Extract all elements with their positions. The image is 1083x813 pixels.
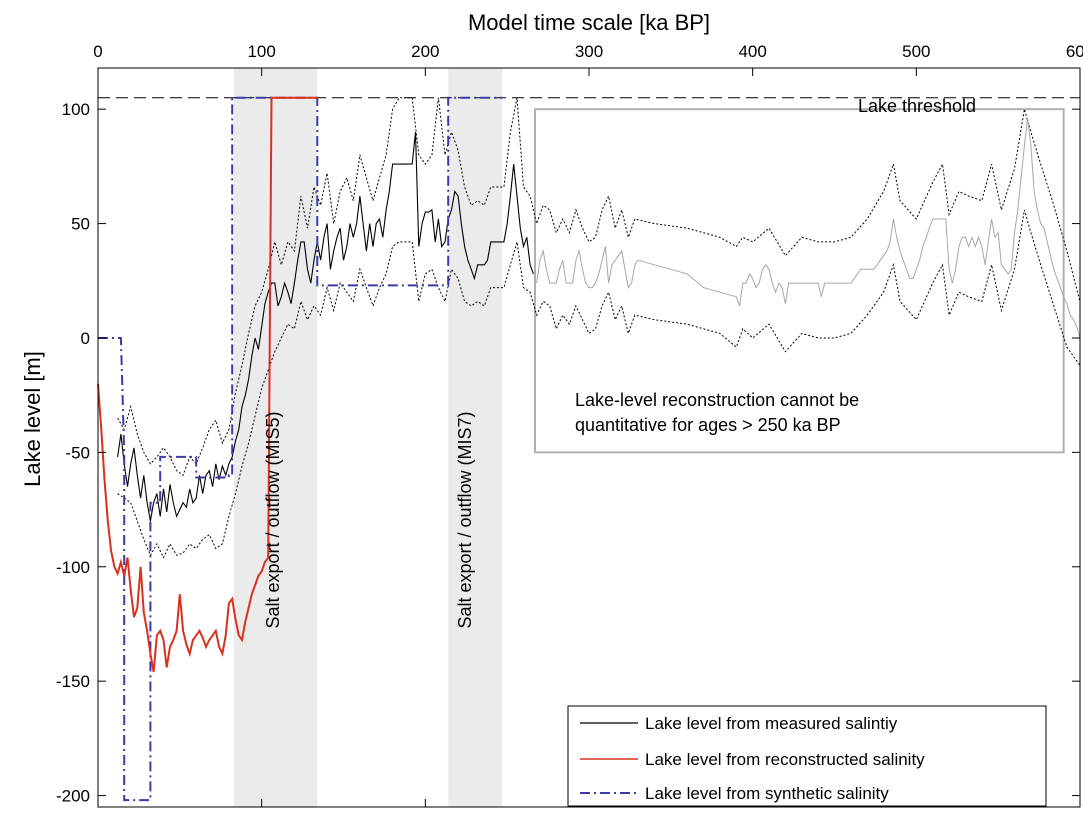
legend-label-synthetic: Lake level from synthetic salinity [645, 784, 889, 803]
y-axis-title: Lake level [m] [20, 351, 45, 487]
y-tick-label-50: 50 [71, 215, 90, 234]
shade-label-mis7: Salt export / outflow (MIS7) [455, 411, 475, 628]
envelope-layer [117, 97, 1081, 559]
y-tick-label--50: -50 [65, 443, 90, 462]
x-tick-label-600: 600 [1066, 42, 1083, 61]
shade-label-mis5: Salt export / outflow (MIS5) [263, 411, 283, 628]
legend-frame [567, 705, 1047, 807]
y-tick-label--200: -200 [56, 787, 90, 806]
annotation-layer: Model time scale [ka BP] Lake level [m] … [20, 10, 976, 629]
x-tick-label-0: 0 [93, 42, 102, 61]
x-axis-title: Model time scale [ka BP] [468, 10, 710, 35]
series-measured [117, 132, 534, 522]
note-box [533, 108, 1065, 454]
y-tick-label-0: 0 [81, 329, 90, 348]
note-line-1: Lake-level reconstruction cannot be [575, 390, 859, 410]
legend-label-reconstructed: Lake level from reconstructed salinity [645, 750, 925, 769]
x-tick-label-400: 400 [738, 42, 766, 61]
x-tick-label-300: 300 [575, 42, 603, 61]
y-tick-label--100: -100 [56, 558, 90, 577]
series-layer [97, 96, 1081, 802]
shaded-regions [233, 68, 503, 807]
series-measured-faded [536, 118, 1081, 339]
series-reconstructed [97, 96, 318, 673]
legend: Lake level from measured salintiy Lake l… [567, 705, 1047, 807]
legend-label-measured: Lake level from measured salintiy [645, 714, 898, 733]
note-box-layer [533, 108, 1065, 454]
x-tick-label-500: 500 [902, 42, 930, 61]
threshold-label: Lake threshold [858, 96, 976, 116]
envelope-upper [117, 97, 1081, 477]
x-tick-label-100: 100 [247, 42, 275, 61]
note-line-2: quantitative for ages > 250 ka BP [575, 415, 841, 435]
shaded-region-2 [448, 68, 503, 807]
series-synthetic [98, 96, 503, 802]
x-tick-label-200: 200 [411, 42, 439, 61]
shaded-region-1 [233, 68, 318, 807]
axes-layer: 0 100 200 300 400 500 600 -200 -150 -100 -50 0 50 100 [56, 42, 1083, 808]
y-tick-label--150: -150 [56, 672, 90, 691]
y-tick-label-100: 100 [62, 100, 90, 119]
